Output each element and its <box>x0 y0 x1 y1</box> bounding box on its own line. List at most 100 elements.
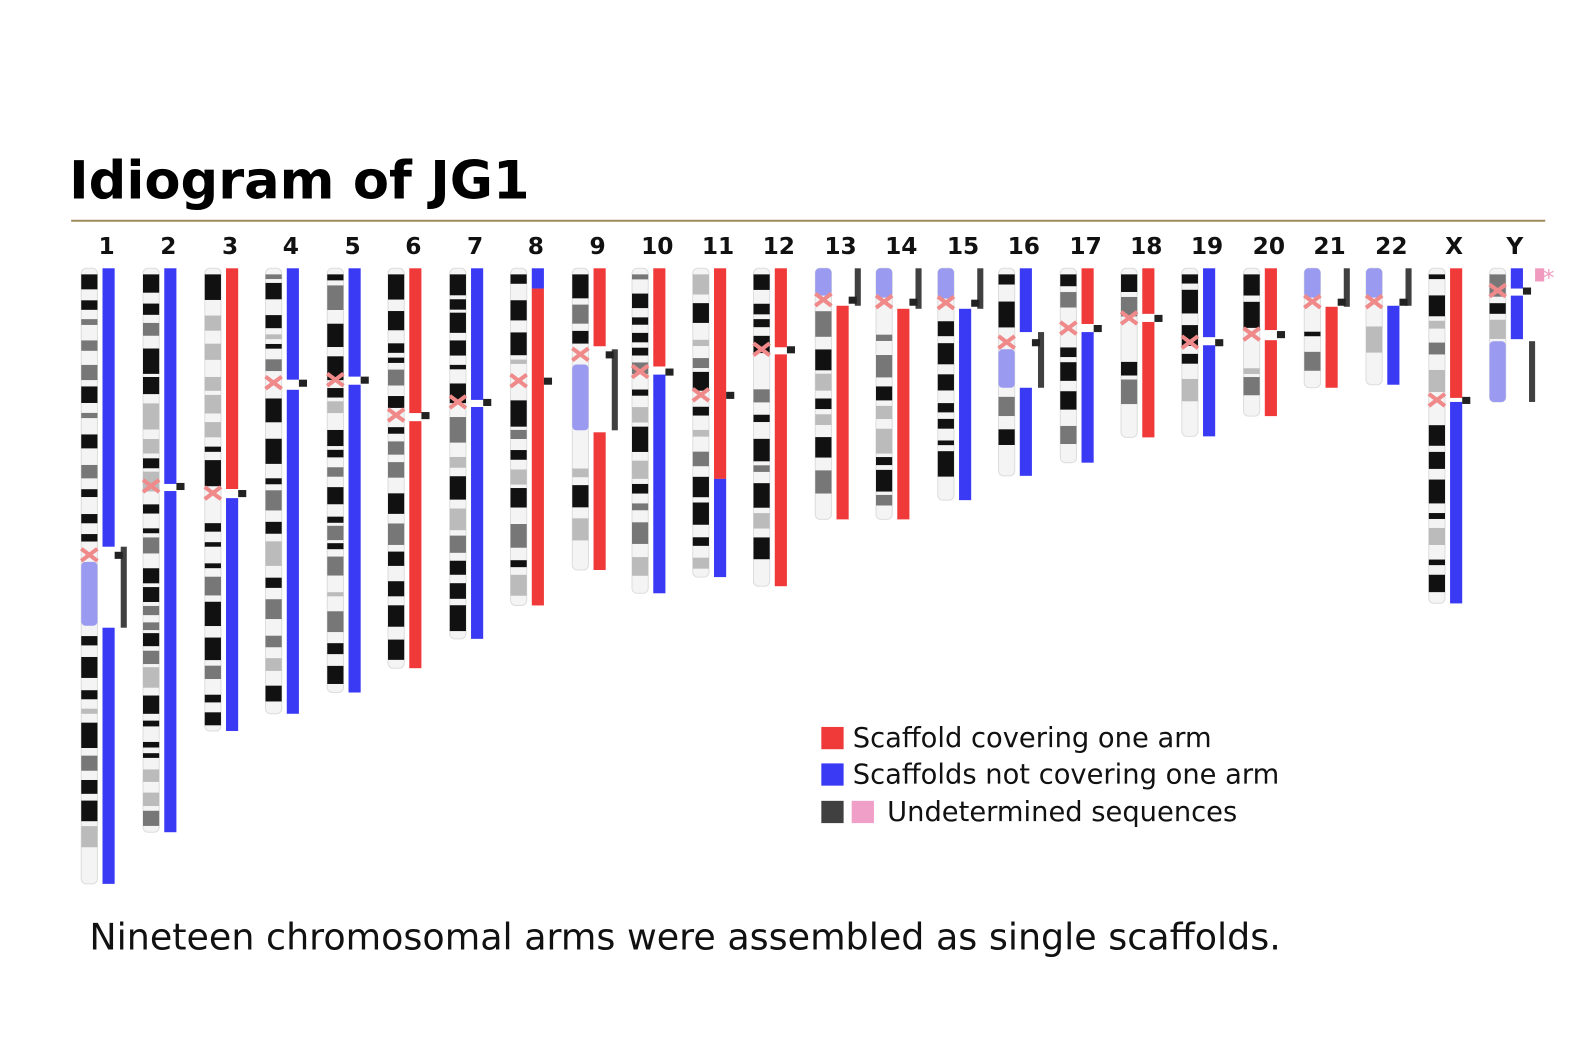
chromosome-band <box>1428 425 1445 446</box>
chromosome-band <box>265 658 282 671</box>
chromosome-band <box>265 274 282 280</box>
chromosome-band <box>510 450 527 460</box>
chromosome-band <box>388 396 405 408</box>
chromosome-band <box>1060 274 1077 287</box>
centromere-tick <box>1276 331 1286 339</box>
chromosome-band <box>1489 319 1506 339</box>
chromosome-band <box>143 741 160 748</box>
chromosome-band <box>388 357 405 363</box>
chromosome-band <box>143 633 160 647</box>
centromere-tick <box>665 368 674 376</box>
centromere-tick <box>1215 339 1224 347</box>
chromosome-band <box>388 462 405 478</box>
chromosome-band <box>449 364 466 370</box>
chromosome-band <box>1121 274 1138 292</box>
chromosome-band <box>143 720 160 727</box>
undetermined-bar <box>611 349 618 431</box>
chromosome-band <box>327 487 344 505</box>
chromosome-band <box>143 650 160 665</box>
scaffold <box>102 268 115 547</box>
chromosome-band <box>449 274 466 296</box>
centromere-tick <box>114 551 123 559</box>
chromosome-band <box>327 388 344 398</box>
chromosome-band <box>510 574 527 596</box>
centromere-tick <box>298 379 308 387</box>
centromere <box>1488 282 1507 299</box>
chromosome-band <box>510 560 527 568</box>
undetermined-bar <box>120 546 127 628</box>
chromosome-band <box>81 340 98 351</box>
centromere-tick <box>238 490 247 498</box>
chromosome-band <box>815 398 832 410</box>
chromosome-band <box>753 274 770 290</box>
chromosome-band <box>1243 301 1260 328</box>
chromosome-band <box>204 637 221 661</box>
chromosome-band <box>692 274 709 295</box>
chromosome-band <box>81 708 98 714</box>
chromosome-band <box>510 488 527 508</box>
chromosome-band <box>143 769 160 782</box>
chromosome-band <box>81 364 98 381</box>
chromosome-band <box>81 826 98 848</box>
chromosome-band <box>1243 368 1260 374</box>
chromosome-band <box>753 303 770 315</box>
centromere <box>80 547 99 563</box>
chromosome-label: 11 <box>702 233 734 260</box>
chromosome-band <box>265 490 282 511</box>
heterochromatin <box>572 364 589 431</box>
chromosome-band <box>204 523 221 532</box>
legend: Scaffold covering one arm Scaffolds not … <box>821 723 1279 828</box>
undetermined-bar <box>1529 341 1536 402</box>
chromosome-band <box>81 690 98 700</box>
chromosome-band <box>388 311 405 331</box>
chromosome-band <box>876 428 893 454</box>
scaffold <box>1203 345 1216 437</box>
chromosome-band <box>265 315 282 329</box>
chromosome-band <box>81 656 98 678</box>
chromosome-band <box>327 543 344 550</box>
chromosome-band <box>81 800 98 822</box>
chromosome-band <box>327 643 344 655</box>
centromere-tick <box>421 412 430 420</box>
caption: Nineteen chromosomal arms were assembled… <box>89 916 1281 959</box>
chromosome-band <box>1060 425 1077 445</box>
centromere <box>752 341 771 357</box>
chromosome-band <box>143 528 160 534</box>
legend-swatch-pink <box>851 800 874 824</box>
centromere-tick <box>176 482 185 491</box>
chromosome-band <box>876 334 893 341</box>
scaffold <box>774 354 787 587</box>
chromosome-label: 2 <box>160 233 176 260</box>
chromosome-band <box>510 524 527 548</box>
chromosome-label: 17 <box>1069 233 1101 260</box>
chromosome-band <box>815 414 832 425</box>
chromosome-band <box>1428 274 1445 280</box>
chromosome-band <box>510 429 527 439</box>
chromosome-band <box>265 359 282 372</box>
centromere <box>386 407 406 423</box>
chromosome-band <box>1121 296 1138 317</box>
chromosome-band <box>204 446 221 452</box>
chromosome-band <box>388 274 405 300</box>
chromosome-label: 19 <box>1191 233 1223 260</box>
chromosome-band <box>692 339 709 347</box>
chromosome-band <box>327 274 344 281</box>
chromosome-band <box>327 556 344 576</box>
chromosome-band <box>265 541 282 566</box>
centromere-tick <box>1337 298 1346 306</box>
chromosome-band <box>632 407 649 423</box>
chromosome-band <box>1181 289 1198 314</box>
chromosome-band <box>876 355 893 378</box>
chromosome-band <box>692 557 709 569</box>
scaffold <box>348 268 361 377</box>
centromere <box>630 363 650 380</box>
chromosome-band <box>81 319 98 325</box>
scaffold <box>1510 268 1523 289</box>
chromosome-band <box>692 303 709 323</box>
chromosome-band <box>572 485 589 508</box>
legend-swatch-dark <box>821 800 844 824</box>
legend-swatch-blue <box>821 763 844 786</box>
chromosome-band <box>876 405 893 420</box>
